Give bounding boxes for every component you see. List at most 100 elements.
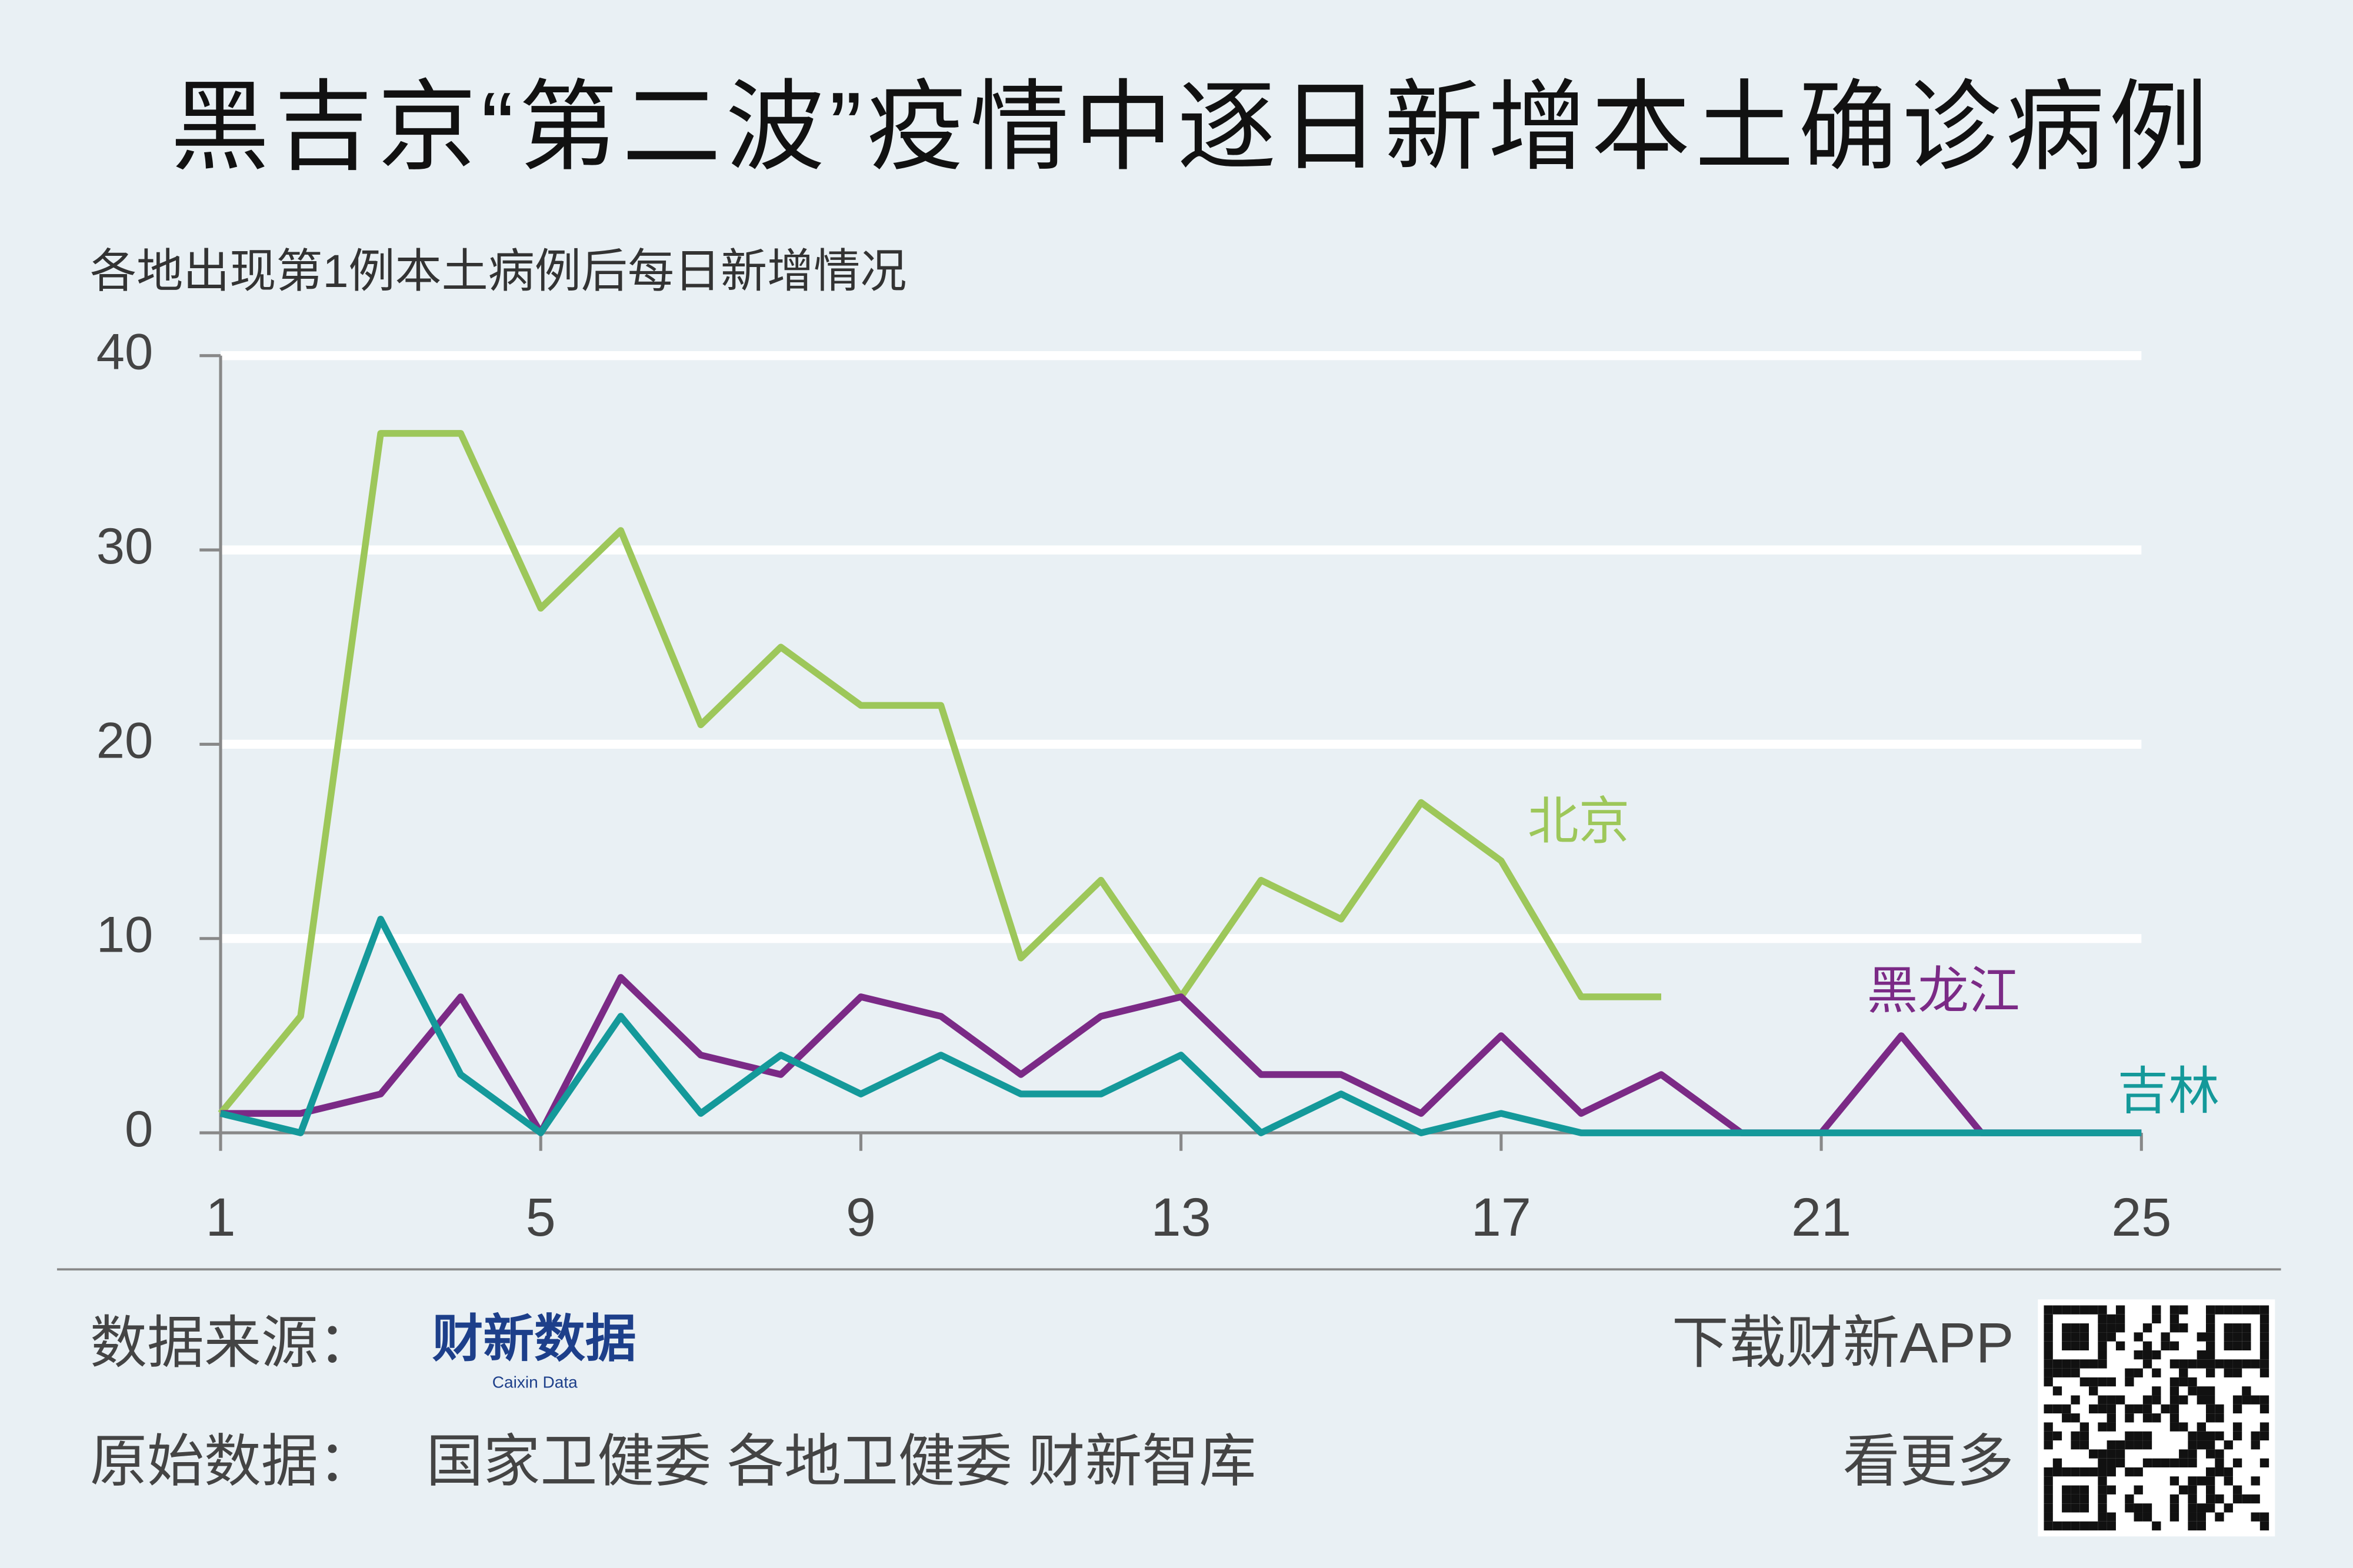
- qr-cell: [2044, 1314, 2053, 1324]
- qr-cell: [2071, 1503, 2080, 1513]
- qr-cell: [2071, 1521, 2080, 1531]
- qr-cell: [2052, 1467, 2062, 1477]
- x-tick-label: 13: [1151, 1187, 1211, 1247]
- qr-cell: [2197, 1503, 2206, 1513]
- qr-cell: [2142, 1431, 2152, 1441]
- qr-cell: [2071, 1395, 2080, 1404]
- qr-cell: [2098, 1314, 2107, 1324]
- qr-cell: [2259, 1332, 2269, 1342]
- qr-cell: [2251, 1494, 2260, 1504]
- qr-cell: [2098, 1395, 2107, 1404]
- qr-cell: [2044, 1332, 2053, 1342]
- qr-cell: [2188, 1458, 2197, 1467]
- qr-cell: [2232, 1494, 2242, 1504]
- app-line: 下载财新APP: [1672, 1311, 2014, 1375]
- qr-cell: [2107, 1332, 2116, 1342]
- qr-cell: [2242, 1332, 2251, 1342]
- qr-cell: [2251, 1512, 2260, 1522]
- qr-cell: [2044, 1431, 2053, 1441]
- qr-cell: [2098, 1449, 2107, 1459]
- qr-cell: [2169, 1323, 2179, 1333]
- qr-cell: [2197, 1521, 2206, 1531]
- qr-cell: [2071, 1467, 2080, 1477]
- qr-cell: [2206, 1413, 2215, 1423]
- x-tick-label: 9: [846, 1187, 876, 1247]
- qr-cell: [2098, 1377, 2107, 1387]
- qr-cell: [2134, 1332, 2143, 1342]
- qr-cell: [2107, 1521, 2116, 1531]
- y-tick-label: 0: [125, 1100, 153, 1157]
- qr-cell: [2232, 1323, 2242, 1333]
- qr-cell: [2188, 1521, 2197, 1531]
- qr-cell: [2215, 1305, 2224, 1315]
- qr-cell: [2098, 1521, 2107, 1531]
- x-tick-label: 17: [1471, 1187, 1531, 1247]
- qr-cell: [2152, 1395, 2161, 1404]
- qr-cell: [2134, 1440, 2143, 1450]
- qr-cell: [2052, 1521, 2062, 1531]
- qr-cell: [2188, 1431, 2197, 1441]
- qr-cell: [2115, 1314, 2125, 1324]
- series-label: 黑龙江: [1867, 962, 2019, 1019]
- source-logo: 财新数据: [432, 1310, 636, 1367]
- qr-cell: [2079, 1431, 2089, 1441]
- qr-cell: [2134, 1485, 2143, 1494]
- qr-cell: [2098, 1350, 2107, 1360]
- qr-cell: [2161, 1341, 2170, 1351]
- qr-cell: [2062, 1359, 2071, 1369]
- qr-cell: [2062, 1323, 2071, 1333]
- y-tick-label: 20: [96, 712, 153, 769]
- qr-cell: [2259, 1458, 2269, 1467]
- qr-cell: [2224, 1368, 2233, 1377]
- qr-cell: [2062, 1305, 2071, 1315]
- qr-cell: [2179, 1449, 2188, 1459]
- qr-cell: [2125, 1440, 2134, 1450]
- qr-cell: [2142, 1458, 2152, 1467]
- qr-cell: [2232, 1485, 2242, 1494]
- qr-cell: [2206, 1350, 2215, 1360]
- qr-cell: [2052, 1431, 2062, 1441]
- qr-cell: [2206, 1440, 2215, 1450]
- qr-cell: [2142, 1359, 2152, 1369]
- qr-cell: [2206, 1449, 2215, 1459]
- qr-cell: [2259, 1521, 2269, 1531]
- x-tick-label: 25: [2111, 1187, 2171, 1247]
- qr-cell: [2179, 1395, 2188, 1404]
- qr-cell: [2224, 1440, 2233, 1450]
- qr-cell: [2251, 1395, 2260, 1404]
- qr-cell: [2125, 1467, 2134, 1477]
- qr-cell: [2206, 1476, 2215, 1486]
- qr-cell: [2188, 1440, 2197, 1450]
- qr-cell: [2206, 1305, 2215, 1315]
- qr-cell: [2107, 1467, 2116, 1477]
- qr-cell: [2052, 1458, 2062, 1467]
- qr-cell: [2125, 1431, 2134, 1441]
- qr-cell: [2098, 1323, 2107, 1333]
- qr-cell: [2259, 1395, 2269, 1404]
- qr-cell: [2169, 1458, 2179, 1467]
- qr-cell: [2197, 1359, 2206, 1369]
- qr-cell: [2169, 1413, 2179, 1423]
- qr-cell: [2089, 1404, 2098, 1414]
- qr-cell: [2259, 1422, 2269, 1432]
- qr-cell: [2142, 1395, 2152, 1404]
- qr-cell: [2107, 1422, 2116, 1432]
- qr-cell: [2125, 1368, 2134, 1377]
- qr-cell: [2062, 1503, 2071, 1513]
- qr-cell: [2206, 1395, 2215, 1404]
- qr-cell: [2152, 1368, 2161, 1377]
- qr-cell: [2142, 1404, 2152, 1414]
- qr-cell: [2107, 1440, 2116, 1450]
- qr-cell: [2044, 1476, 2053, 1486]
- app-line: 看更多: [1843, 1429, 2014, 1493]
- qr-cell: [2259, 1341, 2269, 1351]
- qr-cell: [2232, 1359, 2242, 1369]
- qr-cell: [2134, 1431, 2143, 1441]
- qr-cell: [2071, 1359, 2080, 1369]
- qr-cell: [2115, 1440, 2125, 1450]
- qr-cell: [2206, 1368, 2215, 1377]
- qr-cell: [2052, 1359, 2062, 1369]
- qr-cell: [2052, 1368, 2062, 1377]
- qr-cell: [2115, 1305, 2125, 1315]
